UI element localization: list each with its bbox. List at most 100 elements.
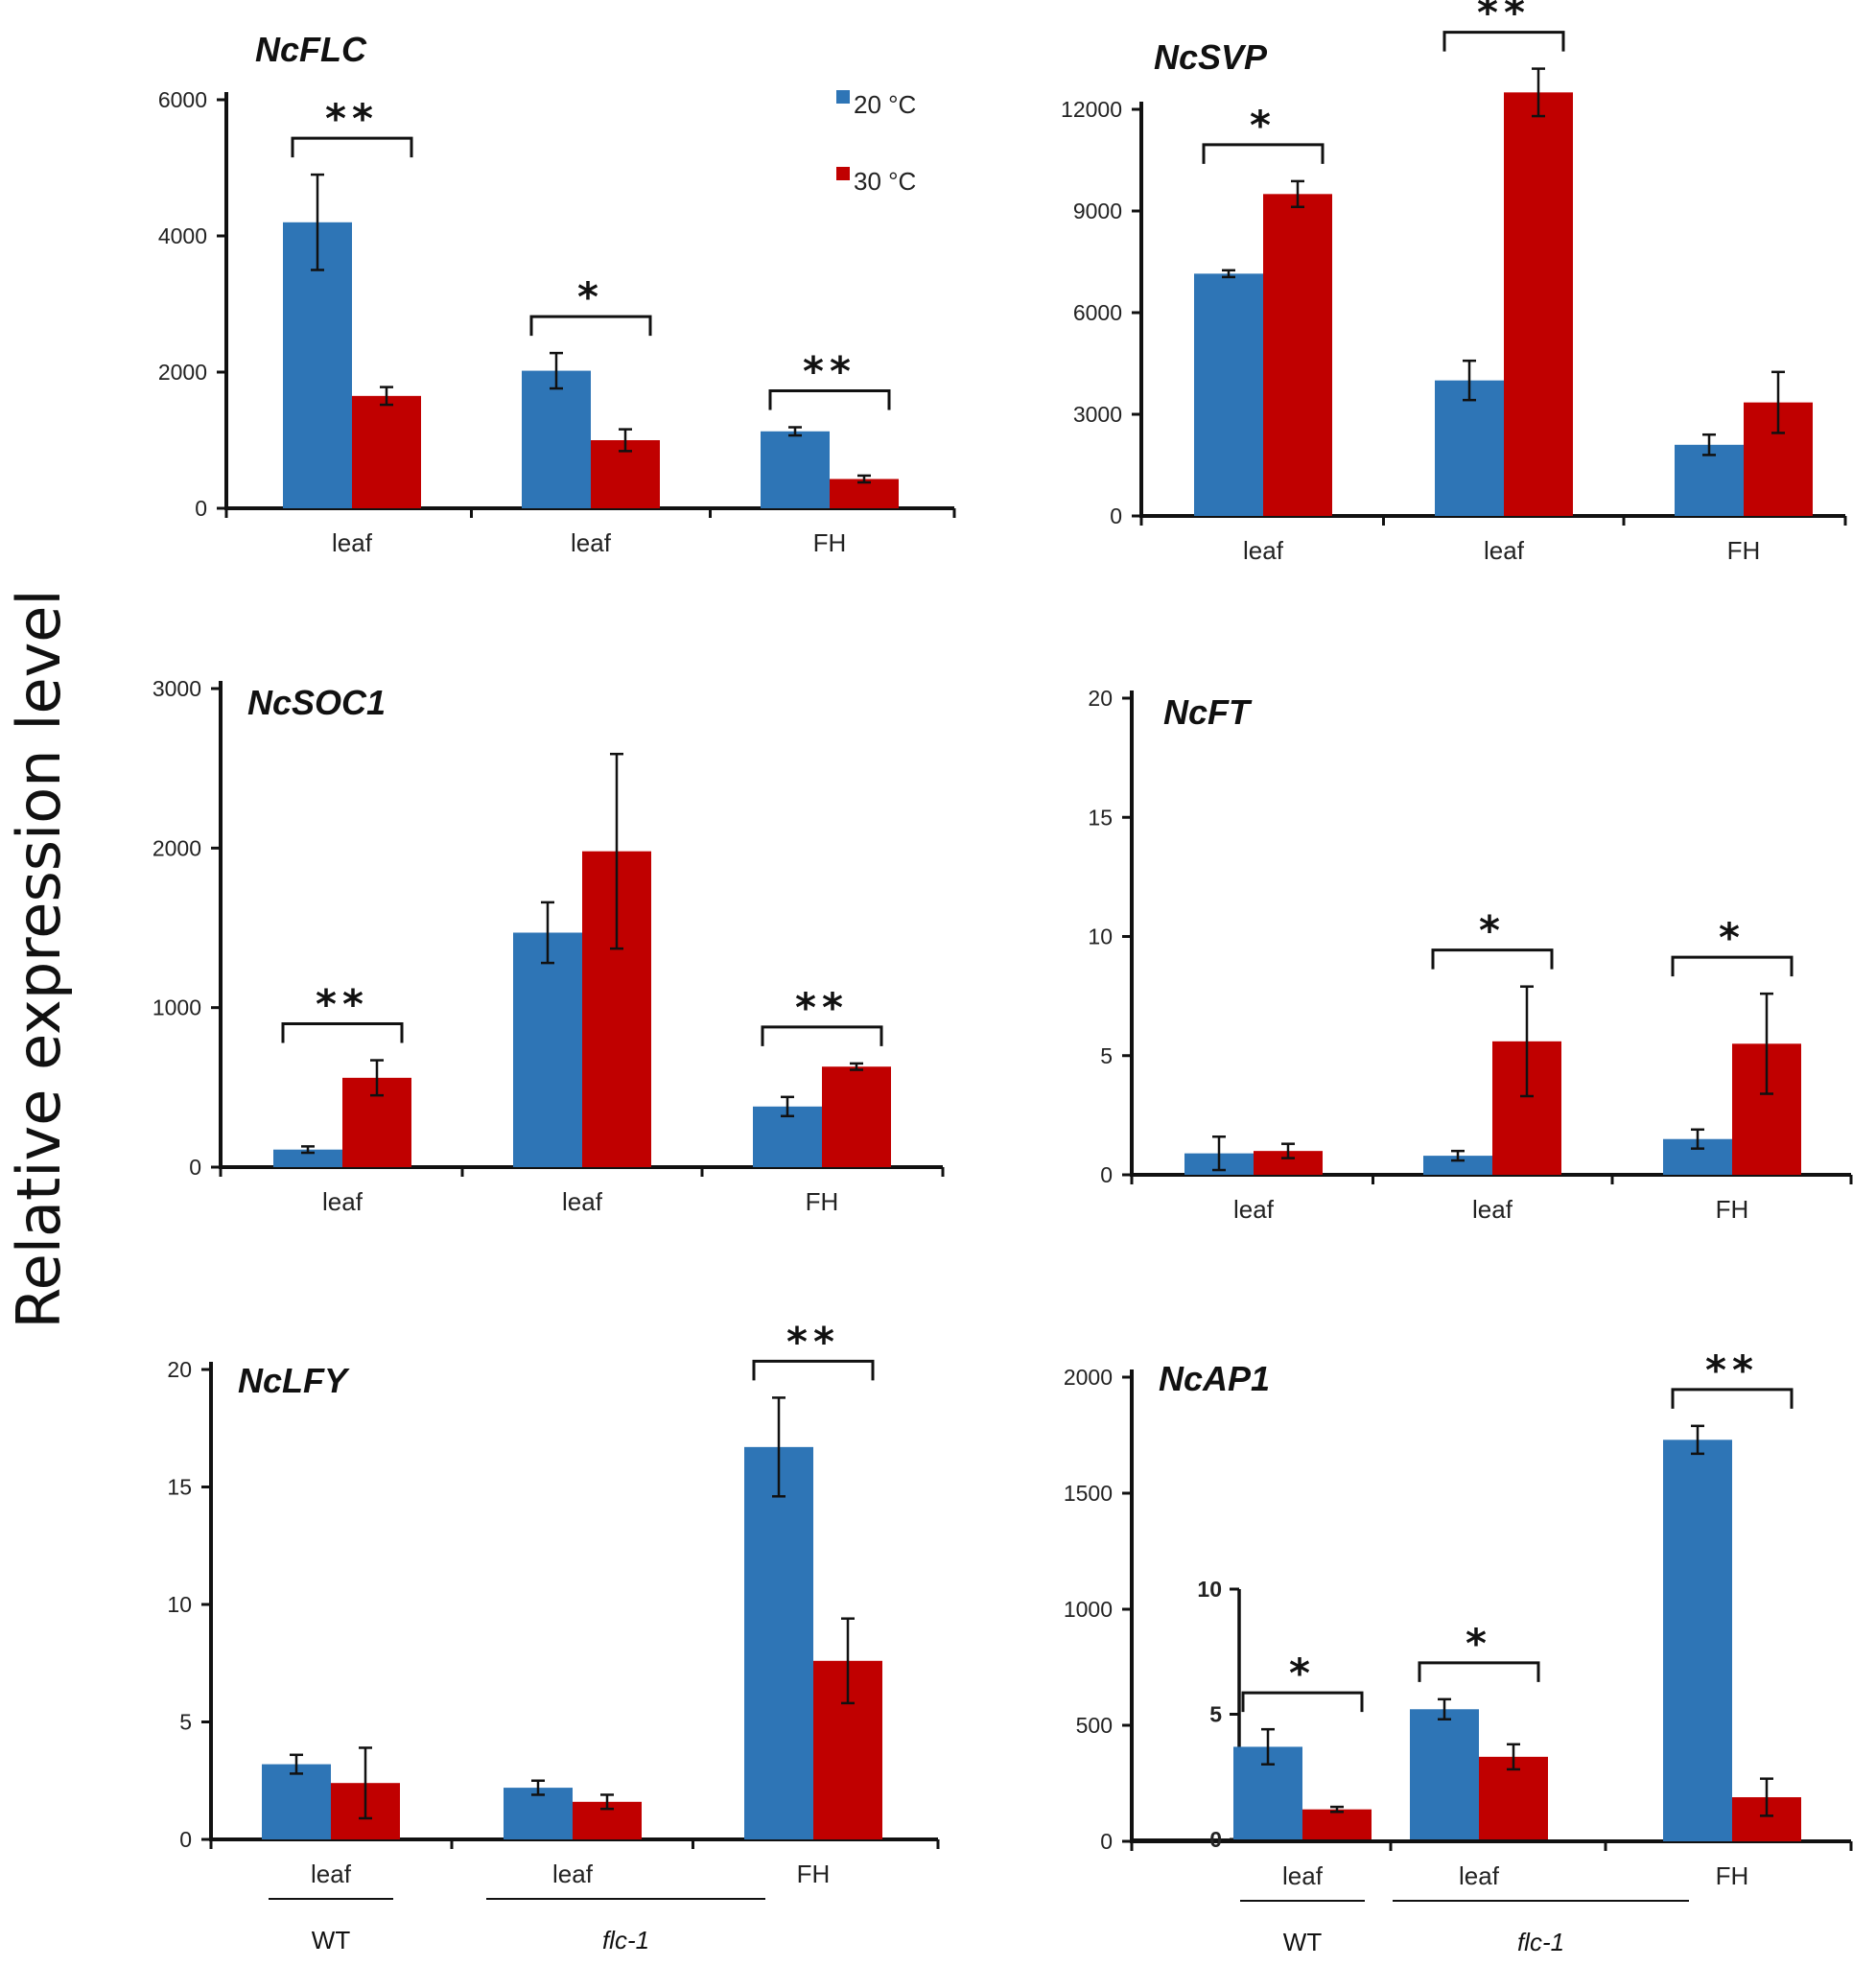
significance-bracket [281,1022,404,1043]
legend-label: 30 °C [854,167,916,196]
significance-label: ** [1705,1346,1759,1393]
significance-label: * [1719,914,1746,961]
category-label: leaf [1282,1861,1324,1890]
category-label: leaf [1459,1861,1500,1890]
y-tick-label: 20 [1088,686,1113,711]
category-label: FH [813,528,847,557]
category-label: leaf [562,1187,603,1216]
bar-30c [1302,1809,1372,1839]
bar-20c [1663,1439,1732,1841]
panel-ncft: 0 5 10 15 20 NcFT leaf leaf FH * * [1088,686,1853,1224]
y-tick-label: 5 [179,1710,192,1735]
significance-bracket [1671,955,1794,977]
category-label: leaf [1243,536,1284,565]
gene-title: NcLFY [238,1361,350,1400]
significance-bracket [1241,1691,1364,1713]
y-tick-label: 9000 [1073,199,1122,223]
y-tick-label: 20 [167,1357,192,1382]
significance-label: * [577,273,604,320]
significance-label: ** [1477,0,1531,36]
category-label: FH [1716,1195,1749,1224]
bar-30c [830,479,899,508]
bar-30c [822,1066,891,1167]
gene-title: NcSVP [1154,37,1268,77]
significance-label: * [1289,1650,1316,1697]
significance-bracket [1431,948,1554,970]
bar-20c [1423,1156,1492,1175]
bar-30c [1263,194,1332,517]
y-tick-label: 10 [1088,924,1113,949]
significance-bracket [1442,31,1565,52]
significance-label: * [1250,102,1277,149]
group-label-wt: WT [312,1926,351,1954]
bar-30c [352,395,421,508]
bar-20c [744,1446,813,1839]
category-label: leaf [332,528,373,557]
category-label: leaf [311,1860,352,1888]
inset-y-tick-label: 0 [1209,1827,1222,1852]
bar-20c [761,431,830,508]
y-tick-label: 6000 [1073,300,1122,325]
inset-y-tick-label: 10 [1197,1577,1222,1602]
gene-title: NcAP1 [1159,1359,1270,1398]
significance-bracket [291,136,413,158]
y-tick-label: 5 [1100,1043,1113,1068]
category-label: leaf [1472,1195,1513,1224]
significance-label: ** [325,95,379,142]
panel-ncsoc1: 0 1000 2000 3000 NcSOC1 leaf leaf FH ** ** [152,676,945,1216]
y-tick-label: 15 [1088,805,1113,830]
y-tick-label: 2000 [1064,1365,1113,1390]
y-tick-label: 1000 [152,995,201,1020]
category-label: FH [806,1187,839,1216]
bar-20c [1675,444,1744,516]
inset-y-tick-label: 5 [1209,1702,1222,1727]
bar-20c [1194,273,1263,516]
y-tick-label: 3000 [152,676,201,701]
significance-label: ** [316,981,369,1028]
significance-label: ** [803,348,856,395]
gene-title: NcFLC [255,30,367,69]
bar-20c [522,370,591,508]
panel-nclfy: 0 5 10 15 20 NcLFY leaf leaf FH ** WT flc-1 [167,1318,940,1954]
category-label: leaf [1484,536,1525,565]
y-tick-label: 500 [1076,1713,1113,1738]
legend-label: 20 °C [854,90,916,119]
y-tick-label: 10 [167,1592,192,1617]
legend-swatch-20c [836,90,850,104]
bar-30c [1504,92,1573,516]
y-tick-label: 0 [1100,1829,1113,1854]
gene-title: NcSOC1 [247,683,386,722]
significance-label: * [1479,907,1506,954]
category-label: leaf [571,528,612,557]
y-tick-label: 0 [189,1155,201,1180]
y-tick-label: 12000 [1061,97,1122,122]
y-tick-label: 0 [179,1827,192,1852]
y-tick-label: 6000 [158,87,207,112]
significance-bracket [761,1025,883,1046]
y-tick-label: 0 [195,496,207,521]
bar-20c [273,1149,342,1167]
y-tick-label: 2000 [152,835,201,860]
y-tick-label: 1000 [1064,1597,1113,1622]
bar-20c [513,932,582,1167]
y-axis-title: Relative expression level [4,589,74,1328]
y-tick-label: 1500 [1064,1481,1113,1506]
significance-bracket [768,389,891,410]
bar-30c [1479,1756,1548,1839]
y-tick-label: 2000 [158,360,207,385]
y-tick-label: 4000 [158,223,207,248]
significance-label: ** [795,984,849,1031]
bar-20c [504,1788,573,1839]
bar-20c [1435,380,1504,516]
gene-title: NcFT [1163,692,1253,732]
bar-20c [1410,1709,1479,1839]
significance-bracket [752,1359,875,1381]
category-label: FH [1716,1861,1749,1890]
y-tick-label: 0 [1110,503,1122,528]
significance-bracket [1671,1388,1794,1409]
category-label: leaf [322,1187,363,1216]
significance-label: ** [786,1318,840,1365]
group-label-flc1: flc-1 [1517,1928,1564,1956]
